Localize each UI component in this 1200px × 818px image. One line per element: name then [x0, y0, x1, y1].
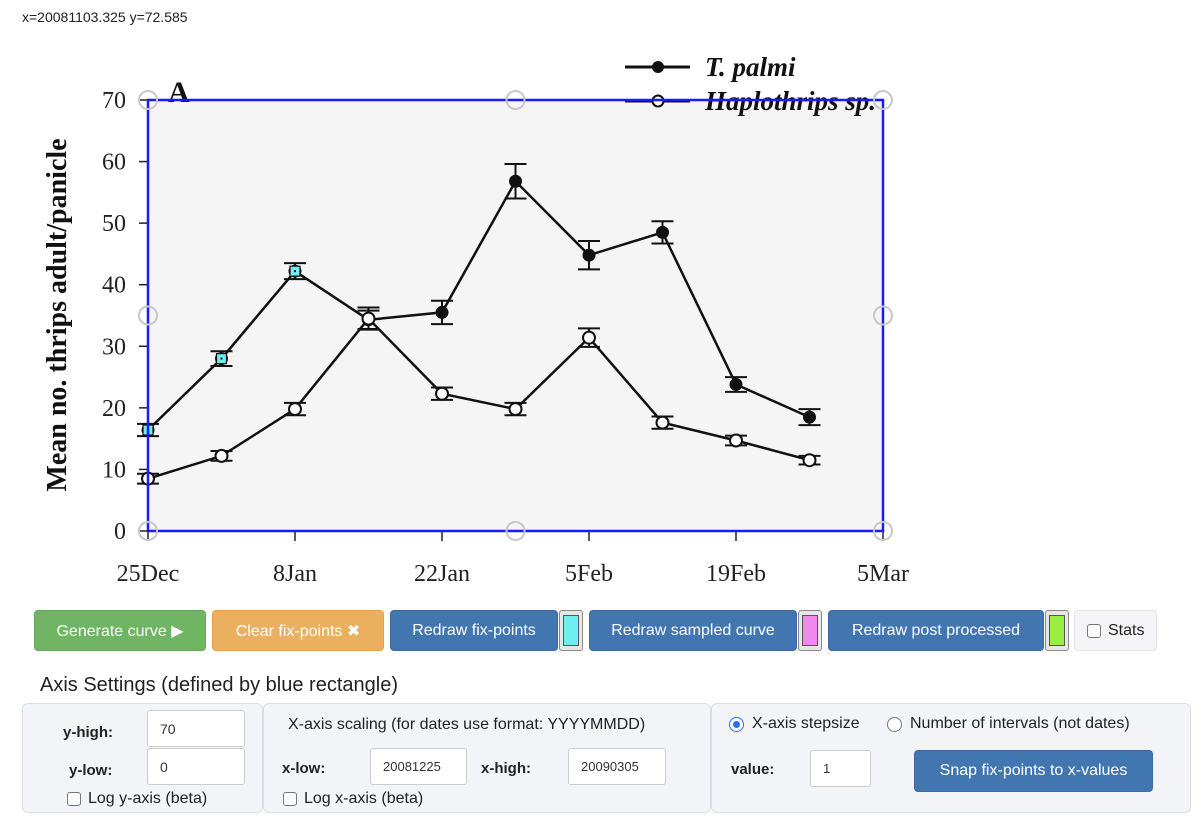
y-tick-label: 50 [102, 211, 126, 237]
stepsize-radio-label: X-axis stepsize [752, 715, 860, 732]
data-point-open [802, 453, 817, 468]
data-point-filled [509, 174, 522, 188]
cyan-swatch [563, 615, 579, 646]
axis-settings-title: Axis Settings (defined by blue rectangle… [40, 674, 398, 696]
resize-handle[interactable] [873, 521, 893, 541]
log-x-checkbox[interactable] [283, 792, 297, 806]
x-step-panel: X-axis stepsize Number of intervals (not… [711, 703, 1191, 813]
intervals-radio-option[interactable]: Number of intervals (not dates) [887, 715, 1130, 733]
intervals-radio[interactable] [887, 716, 902, 732]
y-tick-label: 40 [102, 273, 126, 299]
data-point-open [582, 330, 596, 345]
fix-point-color-picker[interactable] [559, 610, 583, 651]
x-axis-heading: X-axis scaling (for dates use format: YY… [288, 716, 646, 733]
data-point-open [288, 402, 302, 417]
x-tick-label: 25Dec [117, 561, 180, 587]
x-high-label: x-high: [481, 760, 531, 777]
step-value-input[interactable]: 1 [810, 750, 871, 787]
axis-rectangle[interactable] [146, 98, 885, 533]
resize-handle[interactable] [505, 521, 526, 541]
data-point-open [435, 386, 449, 401]
y-tick-label: 10 [102, 457, 126, 483]
resize-handle[interactable] [505, 90, 526, 110]
x-low-label: x-low: [282, 760, 326, 777]
data-point-filled [803, 410, 816, 424]
x-high-input[interactable]: 20090305 [568, 748, 666, 785]
toolbar: Generate curve ▶ Clear fix-points ✖ Redr… [34, 610, 1158, 651]
y-low-input[interactable]: 0 [147, 748, 245, 785]
snap-fix-points-button[interactable]: Snap fix-points to x-values [914, 750, 1153, 792]
redraw-fix-points-button[interactable]: Redraw fix-points [390, 610, 558, 651]
y-low-label: y-low: [69, 762, 113, 779]
data-point-open [508, 402, 523, 417]
data-point-filled [729, 377, 743, 391]
log-x-toggle[interactable]: Log x-axis (beta) [283, 790, 423, 808]
stats-toggle[interactable]: Stats [1074, 610, 1158, 651]
sampled-curve-color-picker[interactable] [798, 610, 822, 651]
data-point-open [361, 311, 376, 326]
x-tick-label: 5Feb [565, 561, 613, 587]
resize-handle[interactable] [873, 90, 893, 110]
y-high-label: y-high: [63, 724, 113, 741]
fix-point-center [294, 270, 296, 273]
resize-handle[interactable] [873, 305, 893, 326]
log-y-toggle[interactable]: Log y-axis (beta) [67, 790, 207, 808]
log-x-label: Log x-axis (beta) [304, 790, 424, 807]
x-axis-panel: X-axis scaling (for dates use format: YY… [263, 703, 711, 813]
data-point-filled [435, 305, 449, 319]
y-tick-label: 0 [114, 519, 126, 545]
x-tick-label: 19Feb [706, 561, 766, 587]
y-axis-panel: y-high: 70 y-low: 0 Log y-axis (beta) [22, 703, 263, 813]
y-axis-label: Mean no. thrips adult/panicle [42, 138, 73, 491]
generate-curve-button[interactable]: Generate curve ▶ [34, 610, 206, 651]
log-y-label: Log y-axis (beta) [88, 790, 208, 807]
value-label: value: [731, 761, 775, 778]
resize-handle[interactable] [138, 521, 158, 541]
data-point-filled [656, 225, 669, 239]
x-tick-label: 8Jan [273, 561, 317, 587]
stepsize-radio[interactable] [729, 716, 744, 732]
log-y-checkbox[interactable] [67, 792, 81, 806]
y-high-input[interactable]: 70 [147, 710, 245, 747]
stats-checkbox[interactable] [1087, 623, 1101, 638]
data-point-open [214, 448, 229, 463]
resize-handle[interactable] [138, 305, 158, 326]
cursor-coordinates: x=20081103.325 y=72.585 [22, 9, 188, 25]
data-point-filled [582, 248, 596, 262]
post-processed-color-picker[interactable] [1045, 610, 1069, 651]
x-tick-label: 22Jan [414, 561, 470, 587]
green-swatch [1049, 615, 1065, 646]
stats-label: Stats [1108, 621, 1145, 639]
legend-marker-filled [652, 61, 664, 73]
redraw-post-processed-button[interactable]: Redraw post processed [828, 610, 1044, 651]
legend-label: T. palmi [705, 52, 796, 82]
stepsize-radio-option[interactable]: X-axis stepsize [729, 715, 860, 733]
y-tick-label: 60 [102, 150, 126, 176]
clear-fix-points-button[interactable]: Clear fix-points ✖ [212, 610, 384, 651]
panel-label: A [168, 76, 190, 109]
y-tick-label: 70 [102, 88, 126, 114]
intervals-radio-label: Number of intervals (not dates) [910, 715, 1130, 732]
series-line [147, 316, 810, 480]
fix-point-center [220, 357, 223, 360]
y-tick-label: 30 [102, 334, 126, 360]
resize-handle[interactable] [138, 90, 158, 110]
y-tick-label: 20 [102, 396, 126, 422]
x-tick-label: 5Mar [857, 561, 909, 587]
data-point-open [729, 433, 743, 448]
magenta-swatch [802, 615, 818, 646]
redraw-sampled-curve-button[interactable]: Redraw sampled curve [589, 610, 797, 651]
series-haplothrips [137, 306, 821, 486]
x-low-input[interactable]: 20081225 [370, 748, 467, 785]
series-line [147, 179, 811, 431]
chart-canvas[interactable]: 0 10 20 30 40 50 60 70 25Dec 8Jan 22Jan 5Feb 19Feb 5M… [0, 0, 1200, 600]
data-point-open [655, 415, 670, 430]
